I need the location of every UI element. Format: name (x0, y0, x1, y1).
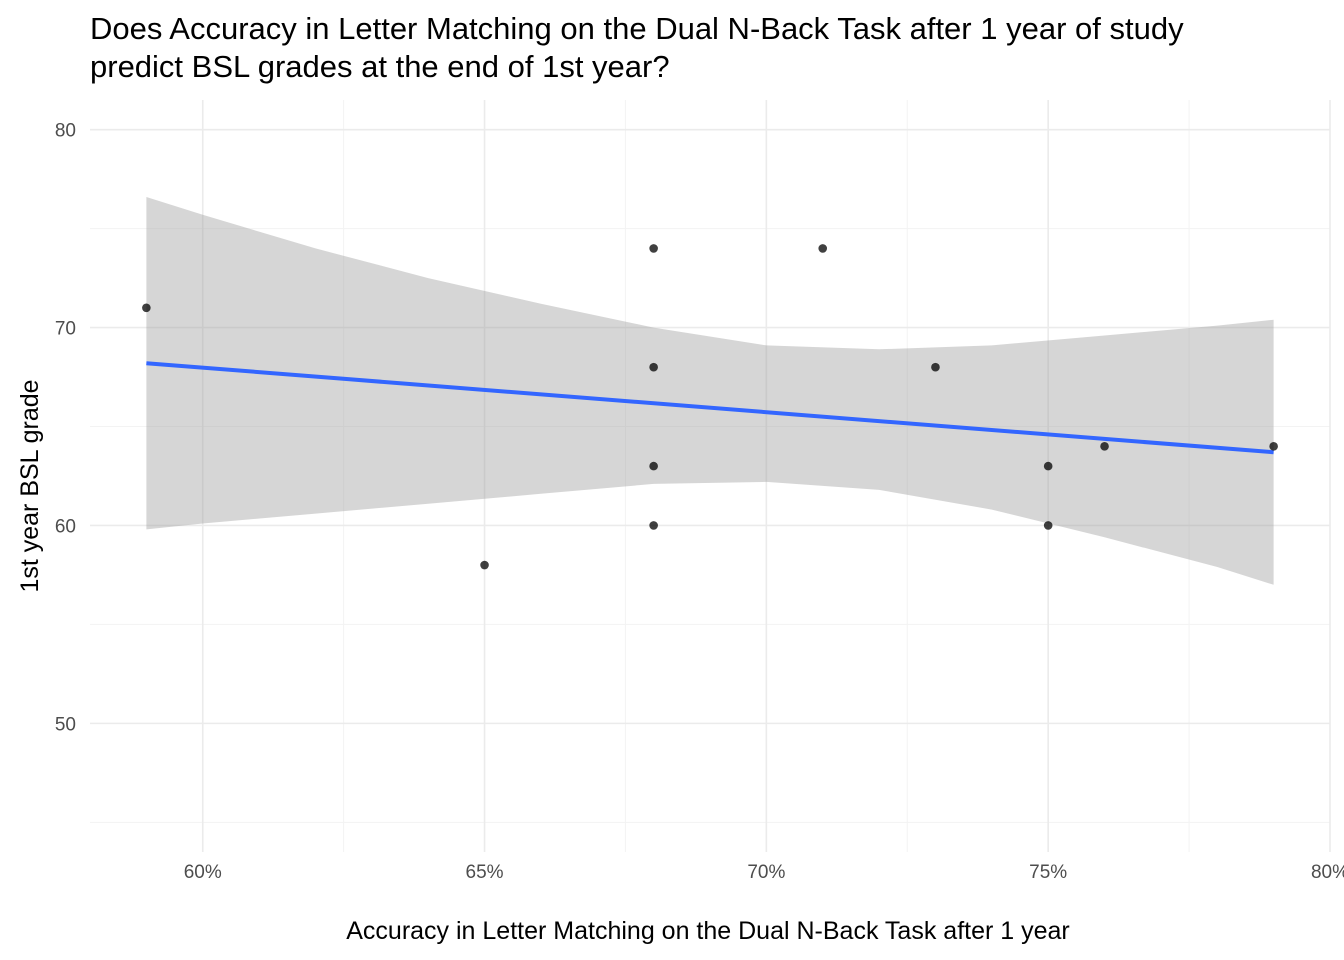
fit-line-layer (146, 361, 1274, 455)
y-axis-tick-labels: 50 60 70 80 (55, 121, 76, 736)
y-axis-title: 1st year BSL grade (16, 379, 44, 592)
x-tick-label: 65% (466, 862, 504, 883)
x-tick-label: 70% (747, 862, 785, 883)
data-point (649, 461, 658, 471)
data-point (1043, 461, 1053, 471)
x-tick-label: 80% (1311, 862, 1344, 883)
chart-title-line-1: Does Accuracy in Letter Matching on the … (90, 11, 1184, 46)
minor-gridlines (90, 100, 1330, 852)
y-tick-label: 80 (55, 121, 76, 142)
data-point (1269, 442, 1278, 451)
data-point (649, 521, 658, 530)
y-tick-label: 50 (55, 714, 76, 735)
points-layer (142, 244, 1278, 570)
y-tick-label: 60 (55, 516, 76, 537)
data-point (818, 244, 828, 253)
x-tick-label: 60% (184, 862, 222, 883)
data-point (1100, 442, 1109, 451)
x-axis-title: Accuracy in Letter Matching on the Dual … (346, 917, 1070, 945)
chart-title-line-2: predict BSL grades at the end of 1st yea… (90, 49, 670, 84)
x-axis-tick-labels: 60% 65% 70% 75% 80% (184, 862, 1344, 883)
chart-title: Does Accuracy in Letter Matching on the … (90, 10, 1330, 86)
confidence-band-layer (146, 197, 1274, 585)
data-point (480, 560, 489, 570)
x-tick-label: 75% (1029, 862, 1067, 883)
y-tick-label: 70 (55, 319, 76, 340)
data-point (142, 303, 151, 313)
data-point (931, 362, 940, 372)
data-point (1043, 521, 1053, 530)
regression-line (146, 361, 1274, 455)
major-gridlines (90, 100, 1331, 852)
data-point (649, 244, 658, 253)
data-point (649, 362, 658, 372)
confidence-band (146, 197, 1274, 585)
